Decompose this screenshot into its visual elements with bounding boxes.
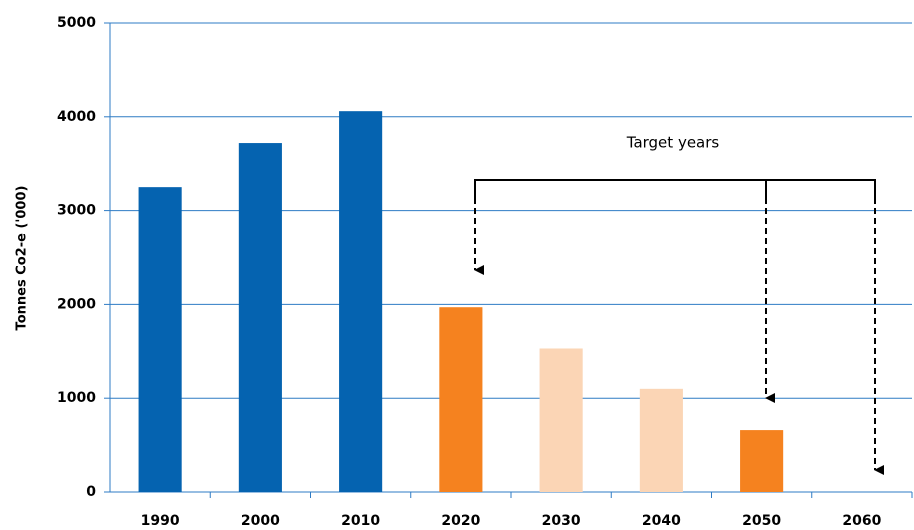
bar (238, 143, 282, 492)
y-axis-label: Tonnes Co2-e ('000) (15, 186, 30, 331)
y-tick-label: 0 (86, 484, 96, 500)
y-tick-label: 5000 (57, 15, 96, 31)
bar (740, 430, 784, 492)
y-tick-label: 2000 (57, 296, 96, 312)
x-tick-label: 2020 (441, 513, 480, 529)
y-tick-label: 3000 (57, 203, 96, 219)
x-tick-label: 2040 (642, 513, 681, 529)
y-tick-label: 4000 (57, 109, 96, 125)
target-arrows (474, 179, 884, 475)
x-tick-label: 2050 (742, 513, 781, 529)
y-tick-label: 1000 (57, 390, 96, 406)
bar (539, 348, 583, 492)
bar (138, 187, 182, 492)
annotation: Target years (626, 134, 720, 152)
bar (339, 111, 383, 492)
x-tick-label: 2010 (341, 513, 380, 529)
plot-area: 0 1000 2000 3000 4000 5000 1990 2000 2010 2020 203… (57, 15, 913, 529)
x-tick-label: 1990 (141, 513, 180, 529)
x-tick-label: 2000 (241, 513, 280, 529)
bar (639, 388, 683, 492)
bar (439, 307, 483, 492)
x-tick-label: 2060 (842, 513, 881, 529)
x-tick-label: 2030 (542, 513, 581, 529)
